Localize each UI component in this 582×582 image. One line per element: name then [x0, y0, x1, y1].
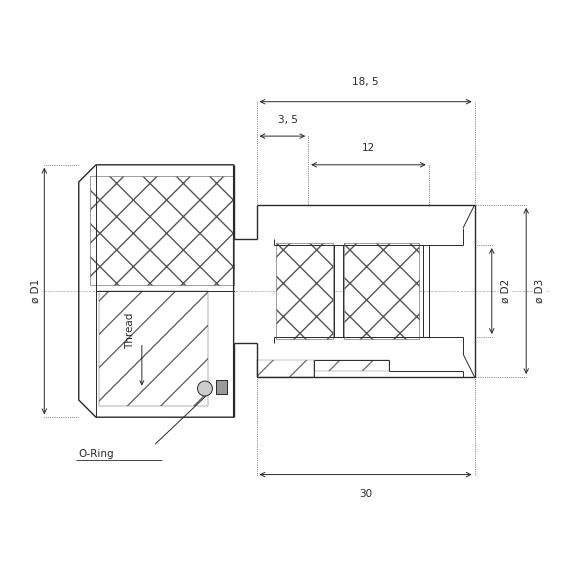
Text: Thread: Thread: [125, 313, 136, 349]
Text: 3, 5: 3, 5: [278, 115, 298, 125]
Bar: [99, 291, 208, 406]
Bar: [275, 243, 333, 339]
Bar: [257, 360, 314, 377]
Bar: [345, 243, 419, 339]
Bar: [90, 176, 233, 285]
Text: ø D2: ø D2: [501, 279, 510, 303]
Text: 18, 5: 18, 5: [352, 77, 379, 87]
Bar: [314, 360, 389, 371]
Text: ø D1: ø D1: [31, 279, 41, 303]
Text: 30: 30: [359, 489, 372, 499]
Text: O-Ring: O-Ring: [79, 449, 115, 460]
Bar: [217, 380, 227, 394]
Text: ø D3: ø D3: [535, 279, 545, 303]
Circle shape: [197, 381, 212, 396]
Text: 12: 12: [362, 143, 375, 153]
